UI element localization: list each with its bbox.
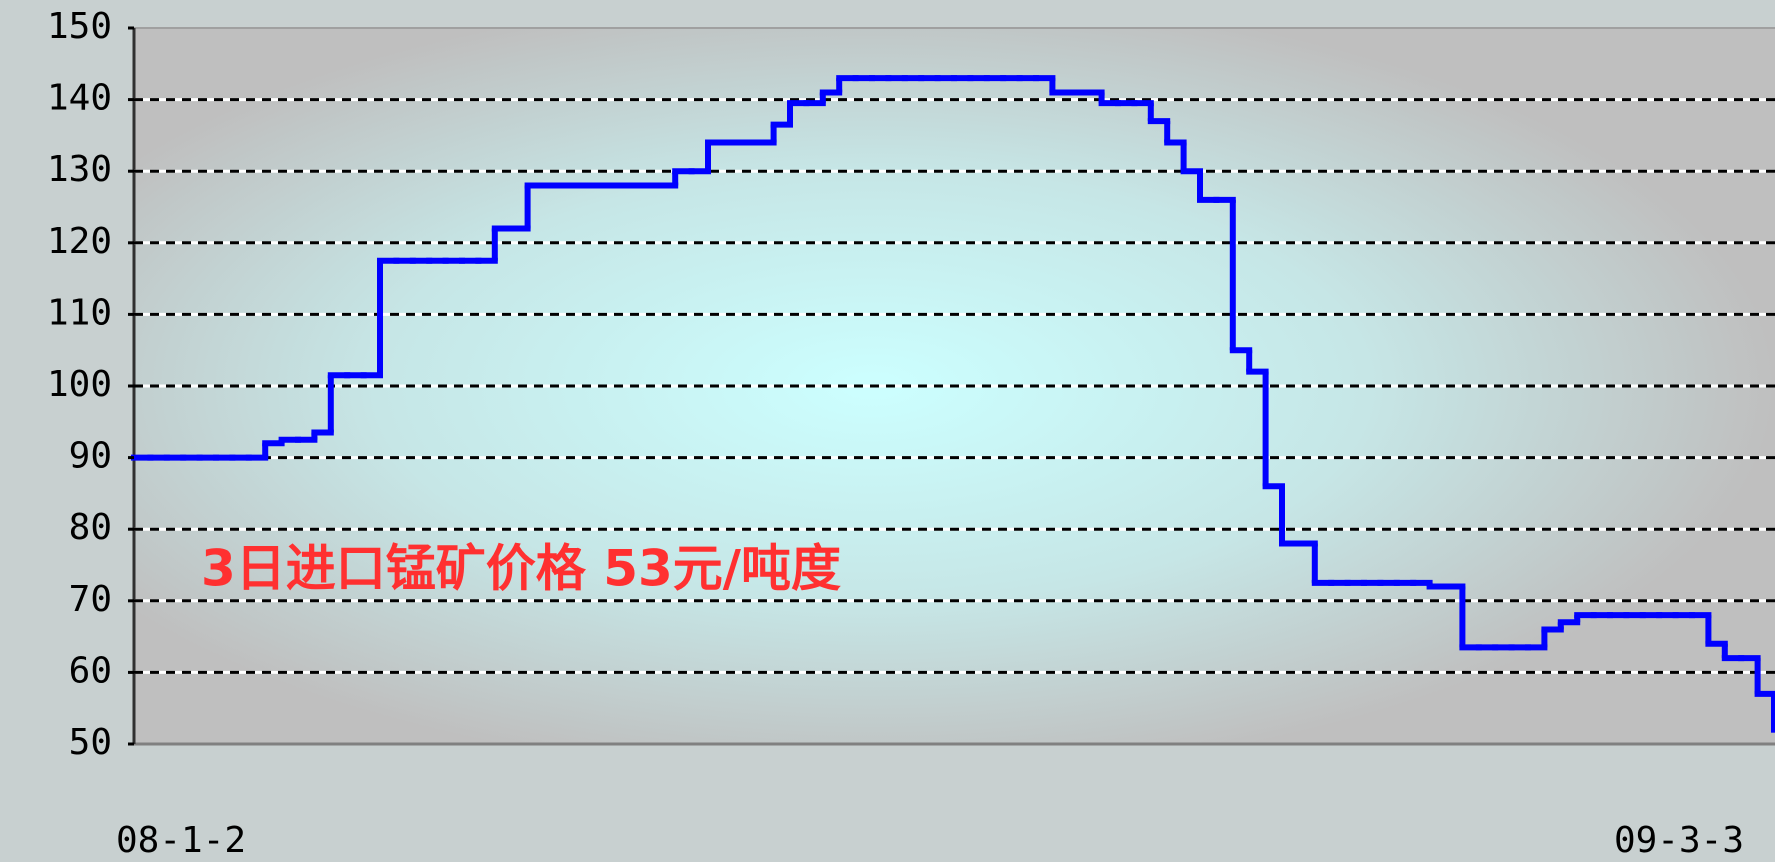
y-tick-label: 60 <box>69 650 112 691</box>
y-tick-label: 80 <box>69 507 112 548</box>
annotation: 3日进口锰矿价格 53元/吨度 <box>201 540 841 598</box>
y-tick-label: 90 <box>69 436 112 477</box>
y-tick-label: 150 <box>47 6 112 47</box>
y-tick-label: 140 <box>47 78 112 119</box>
y-tick-label: 130 <box>47 149 112 190</box>
y-tick-label: 100 <box>47 364 112 405</box>
y-tick-label: 50 <box>69 722 112 763</box>
x-tick-label: 09-3-3 <box>1614 820 1744 861</box>
y-tick-label: 70 <box>69 579 112 620</box>
y-tick-label: 120 <box>47 221 112 262</box>
y-tick-label: 110 <box>47 292 112 333</box>
x-tick-label: 08-1-2 <box>116 820 246 861</box>
